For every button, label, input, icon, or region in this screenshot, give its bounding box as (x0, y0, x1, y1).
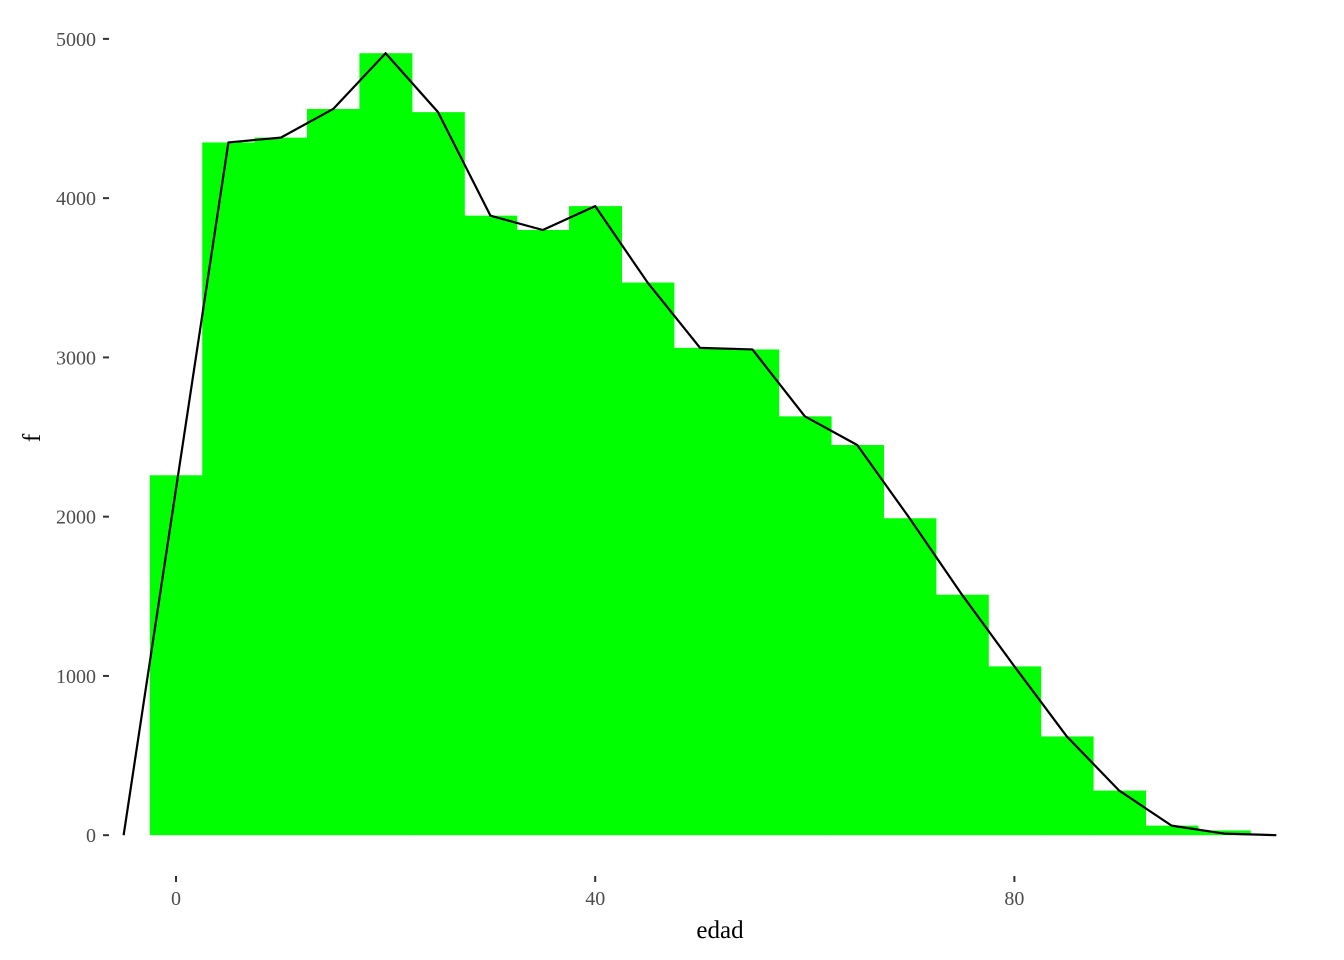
y-tick-label-2: 2000 (56, 507, 96, 529)
y-tick-label-5: 5000 (56, 29, 96, 51)
bar-19 (1145, 825, 1199, 836)
bar-12 (778, 416, 832, 836)
y-tick-label-0: 0 (86, 825, 96, 847)
x-axis-title: edad (696, 917, 744, 944)
bar-4 (359, 53, 413, 836)
bar-17 (1040, 736, 1094, 836)
x-tick-label-2: 80 (1004, 888, 1024, 910)
bar-9 (621, 282, 675, 836)
frequency-polygon (122, 52, 1277, 837)
y-axis: 0 1000 2000 3000 4000 5000 (56, 29, 109, 847)
y-tick-label-3: 3000 (56, 347, 96, 369)
bar-2 (254, 137, 308, 836)
frequency-polygon-line (122, 52, 1277, 837)
bar-10 (673, 347, 727, 836)
bar-1 (202, 142, 256, 836)
bar-13 (830, 445, 884, 836)
bar-14 (883, 518, 937, 836)
bar-8 (569, 206, 623, 836)
x-tick-label-1: 40 (585, 888, 605, 910)
y-tick-label-1: 1000 (56, 666, 96, 688)
histogram-bars (149, 53, 1251, 836)
x-tick-label-0: 0 (171, 888, 181, 910)
bar-6 (464, 215, 518, 836)
bar-16 (988, 666, 1042, 836)
bar-15 (935, 594, 989, 836)
y-axis-title: f (19, 433, 46, 442)
x-axis: 0 40 80 (171, 876, 1024, 910)
bar-11 (726, 349, 780, 836)
bar-5 (411, 112, 465, 836)
y-tick-label-4: 4000 (56, 188, 96, 210)
bar-0 (149, 475, 203, 836)
bar-18 (1092, 790, 1146, 836)
bar-3 (307, 108, 361, 836)
bar-7 (516, 230, 570, 836)
